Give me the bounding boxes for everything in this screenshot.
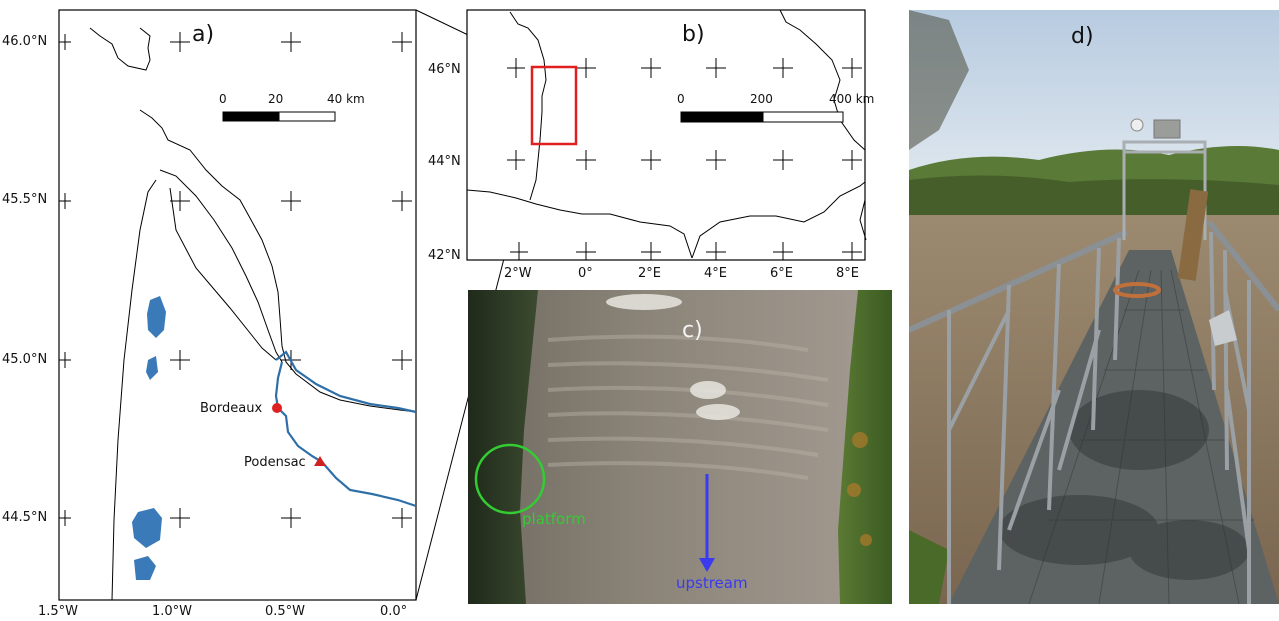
- panel-a-label: a): [192, 22, 215, 47]
- place-label-bordeaux: Bordeaux: [200, 401, 263, 416]
- panel-b: 46°N 44°N 42°N 2°W 0° 2°E 4°E 6°E 8°E b)…: [420, 0, 900, 285]
- scale-a-label-20: 20: [268, 92, 284, 106]
- lon-tick-b-2w: 2°W: [504, 266, 532, 281]
- scale-b-label-400: 400 km: [829, 92, 875, 106]
- panel-c: c) platform upstream: [468, 290, 892, 604]
- upstream-arrowhead-icon: [699, 558, 715, 572]
- lon-tick-1.5w: 1.5°W: [38, 604, 79, 619]
- panel-b-label: b): [682, 22, 705, 47]
- lat-tick-44.5: 44.5°N: [2, 510, 48, 525]
- grid-crosses: [59, 32, 412, 528]
- panel-d-label: d): [1071, 24, 1094, 49]
- lat-tick-b-44: 44°N: [428, 154, 461, 169]
- platform-photo: [909, 10, 1279, 604]
- lakes: [132, 296, 166, 580]
- lon-tick-b-6e: 6°E: [770, 266, 793, 281]
- scale-bar-b: [680, 111, 844, 123]
- platform-circle: [474, 443, 546, 515]
- lat-tick-46: 46.0°N: [2, 34, 48, 49]
- panel-c-label: c): [682, 318, 703, 343]
- scale-a-label-0: 0: [219, 92, 227, 106]
- lat-tick-45.5: 45.5°N: [2, 192, 48, 207]
- lat-tick-45: 45.0°N: [2, 352, 48, 367]
- bordeaux-marker: [272, 403, 282, 413]
- lon-tick-b-2e: 2°E: [638, 266, 661, 281]
- lon-tick-b-0: 0°: [578, 266, 593, 281]
- platform-label: platform: [522, 510, 586, 528]
- lon-tick-b-4e: 4°E: [704, 266, 727, 281]
- scale-b-label-0: 0: [677, 92, 685, 106]
- scale-b-label-200: 200: [750, 92, 773, 106]
- place-label-podensac: Podensac: [244, 455, 306, 470]
- upstream-label: upstream: [676, 574, 748, 592]
- panel-d: d): [909, 10, 1279, 604]
- coastline-b: [466, 9, 867, 259]
- podensac-marker: [314, 456, 326, 466]
- lat-tick-b-46: 46°N: [428, 62, 461, 77]
- scale-a-label-40: 40 km: [327, 92, 365, 106]
- aerial-photo: [468, 290, 892, 604]
- map-a: [58, 9, 417, 601]
- lon-tick-0.0: 0.0°: [380, 604, 408, 619]
- map-a-frame: [58, 9, 417, 601]
- inset-box: [530, 65, 578, 146]
- lon-tick-0.5w: 0.5°W: [265, 604, 306, 619]
- lon-tick-b-8e: 8°E: [836, 266, 859, 281]
- lon-tick-1.0w: 1.0°W: [152, 604, 193, 619]
- coastline: [89, 27, 417, 601]
- map-b: [466, 9, 867, 261]
- scale-bar-a: [222, 111, 336, 122]
- lat-tick-b-42: 42°N: [428, 248, 461, 263]
- panel-a: 46.0°N 45.5°N 45.0°N 44.5°N 1.5°W 1.0°W …: [0, 0, 430, 621]
- grid-crosses-b: [507, 58, 862, 260]
